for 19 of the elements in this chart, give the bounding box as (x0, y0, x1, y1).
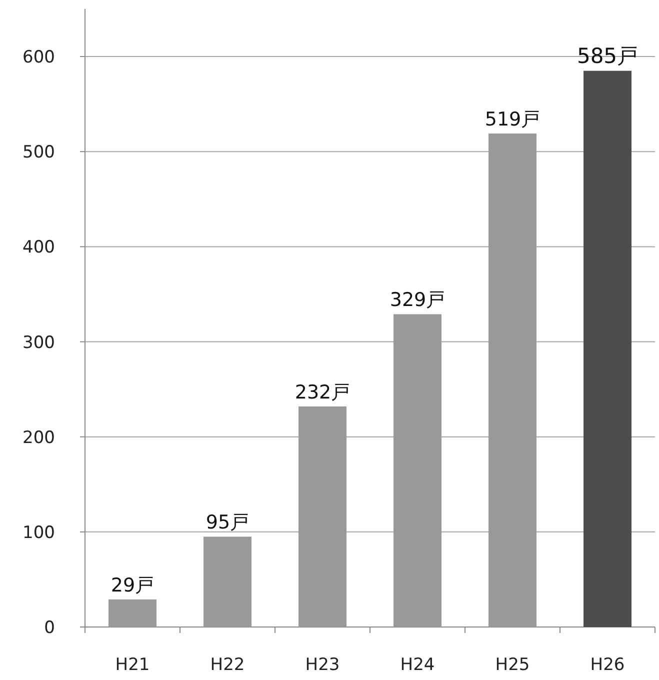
xtick: H23 (305, 655, 340, 675)
value-label: 329戸 (390, 289, 446, 312)
xtick: H21 (115, 655, 150, 675)
ytick: 300 (22, 332, 55, 353)
xtick: H22 (210, 655, 245, 675)
xtick: H25 (495, 655, 530, 675)
value-label: 232戸 (294, 381, 350, 404)
value-label: 95戸 (206, 512, 250, 534)
xtick: H24 (400, 655, 435, 675)
value-label: 519戸 (484, 108, 540, 131)
ytick: 200 (22, 428, 55, 448)
ytick: 500 (22, 142, 55, 163)
ytick: 400 (22, 238, 55, 258)
value-label: 585戸 (576, 44, 638, 68)
ytick: 100 (22, 522, 55, 543)
ytick: 600 (22, 48, 55, 68)
value-label: 29戸 (110, 574, 154, 596)
xtick: H26 (590, 655, 625, 675)
ytick: 0 (44, 618, 55, 638)
